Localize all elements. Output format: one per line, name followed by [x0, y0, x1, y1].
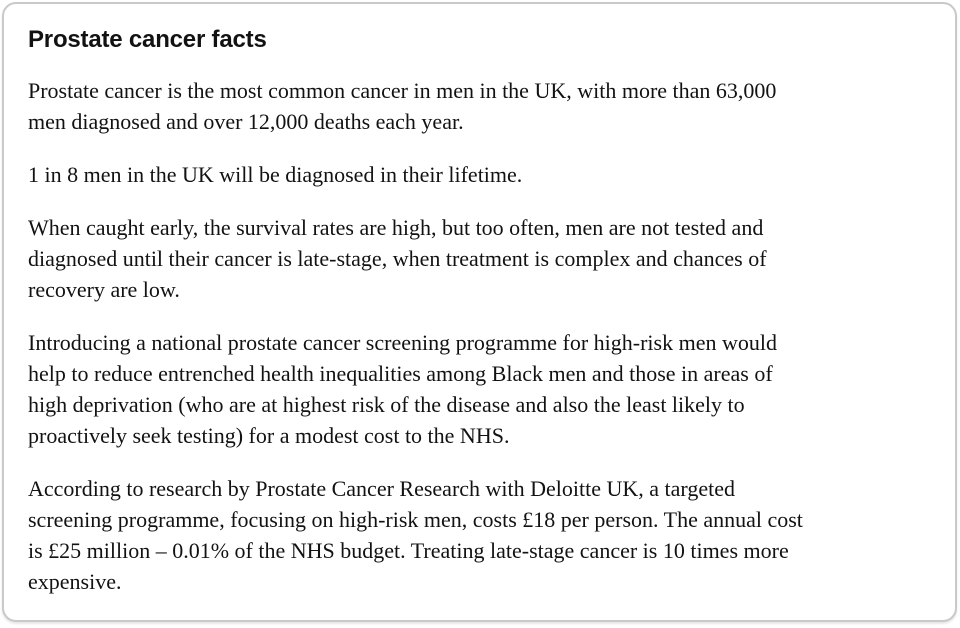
text-line: high deprivation (who are at highest ris… — [28, 392, 745, 417]
text-line: When caught early, the survival rates ar… — [28, 215, 764, 240]
text-line: According to research by Prostate Cancer… — [28, 476, 735, 501]
text-line: Introducing a national prostate cancer s… — [28, 330, 777, 355]
text-line: is £25 million – 0.01% of the NHS budget… — [28, 538, 789, 563]
text-line: men diagnosed and over 12,000 deaths eac… — [28, 109, 464, 134]
text-line: proactively seek testing) for a modest c… — [28, 423, 510, 448]
paragraph: Introducing a national prostate cancer s… — [28, 327, 931, 451]
text-line: Prostate cancer is the most common cance… — [28, 78, 777, 103]
text-line: recovery are low. — [28, 277, 180, 302]
paragraph: When caught early, the survival rates ar… — [28, 212, 931, 305]
text-line: diagnosed until their cancer is late-sta… — [28, 246, 767, 271]
card-title: Prostate cancer facts — [28, 26, 267, 53]
text-line: help to reduce entrenched health inequal… — [28, 361, 773, 386]
text-line: 1 in 8 men in the UK will be diagnosed i… — [28, 162, 523, 187]
paragraph: Prostate cancer is the most common cance… — [28, 75, 931, 137]
paragraph: 1 in 8 men in the UK will be diagnosed i… — [28, 159, 931, 190]
text-line: screening programme, focusing on high-ri… — [28, 507, 803, 532]
paragraphs: Prostate cancer is the most common cance… — [28, 75, 931, 597]
paragraph: According to research by Prostate Cancer… — [28, 473, 931, 597]
text-line: expensive. — [28, 569, 122, 594]
